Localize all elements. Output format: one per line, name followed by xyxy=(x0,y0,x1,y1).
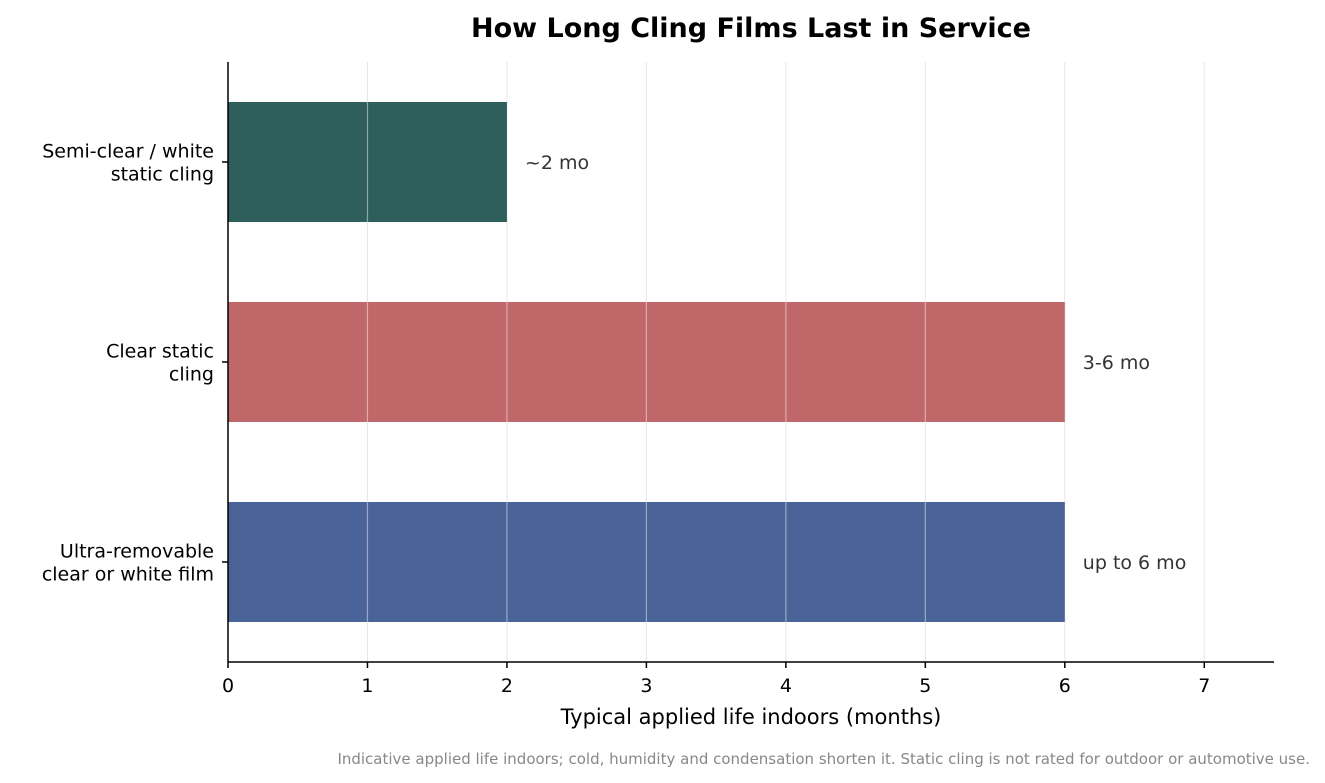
bar xyxy=(228,502,1065,622)
x-tick-label: 4 xyxy=(780,675,792,697)
data-label: 3-6 mo xyxy=(1083,352,1150,374)
bar xyxy=(228,102,507,222)
x-tick-label: 7 xyxy=(1198,675,1210,697)
category-label: Semi-clear / white static cling xyxy=(42,141,214,186)
chart-title: How Long Cling Films Last in Service xyxy=(471,13,1031,44)
data-label: ~2 mo xyxy=(525,152,589,174)
chart-caption: Indicative applied life indoors; cold, h… xyxy=(337,750,1310,768)
x-ticks: 0 1 2 3 4 5 6 7 xyxy=(222,662,1210,697)
x-tick-label: 0 xyxy=(222,675,234,697)
x-tick-label: 3 xyxy=(640,675,652,697)
x-tick-label: 1 xyxy=(361,675,373,697)
y-categories: Semi-clear / white static cling Clear stat… xyxy=(42,141,228,586)
category-label: Ultra-removable clear or white film xyxy=(42,541,214,586)
x-tick-label: 2 xyxy=(501,675,513,697)
bar xyxy=(228,302,1065,422)
bars xyxy=(228,102,1065,622)
x-tick-label: 5 xyxy=(919,675,931,697)
gridlines-over-bars xyxy=(366,102,926,622)
data-labels: ~2 mo 3-6 mo up to 6 mo xyxy=(525,152,1186,574)
category-label: Clear static cling xyxy=(106,341,214,386)
x-tick-label: 6 xyxy=(1059,675,1071,697)
data-label: up to 6 mo xyxy=(1083,552,1187,574)
x-axis-label: Typical applied life indoors (months) xyxy=(560,705,942,729)
